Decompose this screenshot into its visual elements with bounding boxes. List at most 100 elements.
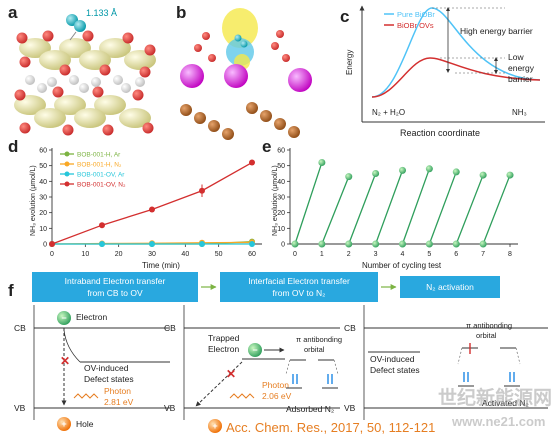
y-tick-label: 50 [277,163,285,170]
br-atom [25,75,35,85]
f1-hole [57,417,71,431]
step3-label: N₂ activation [426,282,474,292]
panel-c-letter: c [340,7,349,26]
panel-d-ylabel: NH₃ evolution (μmol/L) [30,165,37,236]
data-point [249,159,255,166]
watermark-logo: 世纪新能源网 [438,386,552,409]
panel-f-mechanism: f Intraband Electron transfer from CB to… [8,272,552,435]
legend-ov-label: BiOBr OVs [397,21,434,30]
br-atom [91,77,101,87]
panel-b-charge-density: b [176,3,312,140]
y-tick-label: 30 [277,195,285,202]
f1-ov-label-1: OV-induced [84,363,129,373]
f2-pi-label-2: orbital [304,345,325,354]
x-tick-label: 20 [115,251,123,258]
f1-ov-label-2: Defect states [84,374,134,384]
cycle-line [294,162,323,245]
o-atom [122,32,134,44]
cycle-line [375,170,404,245]
legend-label: BOB-001-OV, N₂ [77,182,126,189]
step1-line1: Intraband Electron transfer [65,276,166,286]
br-atom [288,126,300,138]
cycle-peak-point [345,173,353,181]
bi-atom [224,64,248,88]
cycle-start-point [372,240,380,248]
f2-photon-wave-icon [229,393,255,399]
o-atom [16,32,28,44]
o-atom [102,124,114,136]
n-atom [234,34,242,42]
f1-vb-label: VB [14,403,26,413]
y-tick-label: 40 [277,179,285,186]
bi-atom [54,95,86,115]
biobr-ov-curve [371,57,541,98]
cycle-start-point [425,240,433,248]
br-atom [180,104,192,116]
panel-c-xlabel: Reaction coordinate [400,128,480,138]
bi-atom [34,108,66,128]
y-tick-label: 10 [39,226,47,233]
y-tick-label: 60 [39,148,47,155]
f3-cb-label: CB [344,323,356,333]
cycle-peak-point [318,159,326,167]
data-point [249,241,255,247]
legend-label: BOB-001-H, Ar [77,152,121,159]
bond-length-label: 1.133 Å [86,8,117,18]
panel-c-energy-diagram: c Energy Reaction coordinate N₂ + H₂O NH… [340,5,545,138]
f2-cross-icon: ✕ [226,367,236,381]
x-tick-label: 8 [508,251,512,258]
cycle-peak-point [372,170,380,177]
o-atom [132,89,144,101]
legend-marker [64,161,70,167]
f2-pi-label-1: π antibonding [296,335,342,344]
step1-box [32,272,198,302]
o-atom [99,64,111,76]
panel-e-xlabel: Number of cycling test [362,261,442,270]
cycle-start-point [452,240,460,248]
y-tick-label: 50 [39,163,47,170]
f2-photon-label: Photon [262,380,289,390]
o-atom [194,44,202,52]
bi-atom [59,38,91,58]
f3-ov-label-1: OV-induced [370,354,415,364]
cycle-peak-point [479,171,487,179]
n-atom [240,40,248,48]
o-atom [142,122,154,134]
cycle-peak-point [399,166,406,174]
f2-trapped-label-1: Trapped [208,333,240,343]
f3-ov-label-2: Defect states [370,365,420,375]
f1-photon-energy: 2.81 eV [104,397,134,407]
o-atom [19,122,31,134]
legend-marker [64,181,70,187]
br-atom [135,77,145,87]
x-tick-label: 40 [181,251,189,258]
data-point [99,222,105,229]
f2-hole-plus: + [212,421,217,431]
cycle-line [482,174,511,245]
step2-line2: from OV to N₂ [273,288,326,298]
panel-b-atoms [180,8,312,140]
bi-atom [19,38,51,58]
x-tick-label: 1 [320,251,324,258]
y-tick-label: 40 [39,179,47,186]
panel-d-xlabel: Time (min) [142,261,180,270]
bi-atom [288,68,312,92]
f2-orbital-diagram [285,359,339,389]
step3-box [400,276,500,298]
cycle-line [455,174,484,245]
o-atom [62,124,74,136]
y-tick-label: 0 [281,242,285,249]
f1-hole-label: Hole [76,419,94,429]
f1-photon-wave-icon [73,393,99,399]
panel-d-chart: d 0 10 20 30 40 50 60 0 10 20 30 40 50 60 BOB-001-H, … [8,137,262,270]
f3-activated-label: Activated N₂ [482,398,529,408]
f3-orbital-diagram [457,343,521,387]
x-tick-label: 7 [481,251,485,258]
f2-hole [208,419,222,433]
f1-electron-label: Electron [76,312,107,322]
f2-trapped-electron [248,343,262,357]
panel-b-letter: b [176,3,186,22]
panel-d-series [49,159,255,247]
panel-d-letter: d [8,137,18,156]
